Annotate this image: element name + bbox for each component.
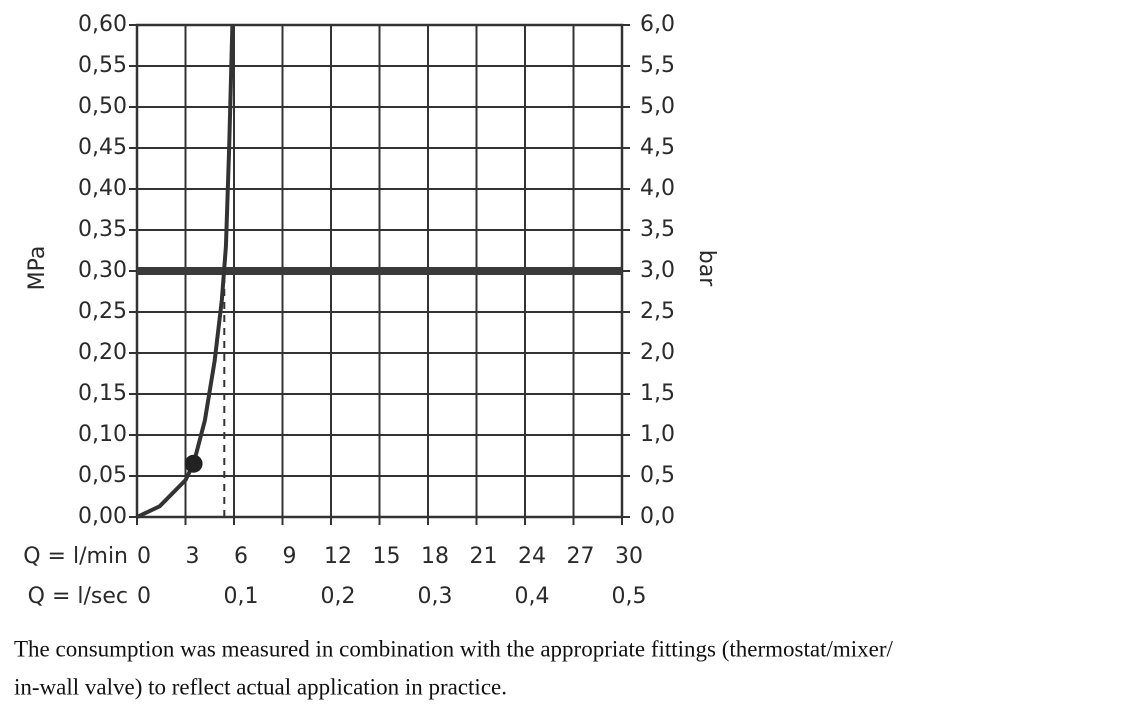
y2-tick-label: 6,0 — [640, 12, 675, 37]
x2-tick-label: 0 — [137, 584, 151, 609]
x-tick-label: 18 — [421, 544, 449, 569]
y-tick-label: 0,25 — [78, 299, 127, 324]
y-tick-label: 0,30 — [78, 258, 127, 283]
y2-tick-label: 0,0 — [640, 504, 675, 529]
x2-tick-label: 0,1 — [224, 584, 259, 609]
x2-axis-label: Q = l/sec — [28, 584, 128, 609]
y-tick-label: 0,50 — [78, 94, 127, 119]
x-tick-label: 0 — [137, 544, 151, 569]
y2-tick-label: 4,5 — [640, 135, 675, 160]
y2-tick-label: 5,0 — [640, 94, 675, 119]
y-tick-label: 0,20 — [78, 340, 127, 365]
x-tick-label: 24 — [518, 544, 546, 569]
y2-tick-label: 1,0 — [640, 422, 675, 447]
x-tick-label: 30 — [615, 544, 643, 569]
x-tick-label: 12 — [324, 544, 352, 569]
y-tick-label: 0,35 — [78, 217, 127, 242]
y2-tick-label: 2,0 — [640, 340, 675, 365]
x-tick-label: 9 — [283, 544, 297, 569]
y2-axis-label: bar — [694, 250, 719, 287]
y2-tick-label: 1,5 — [640, 381, 675, 406]
x2-tick-label: 0,3 — [418, 584, 453, 609]
y-tick-label: 0,45 — [78, 135, 127, 160]
y-tick-label: 0,55 — [78, 53, 127, 78]
x-tick-label: 15 — [373, 544, 401, 569]
x-tick-label: 3 — [186, 544, 200, 569]
x-axis-label: Q = l/min — [23, 544, 128, 569]
y-tick-label: 0,40 — [78, 176, 127, 201]
x-tick-label: 21 — [470, 544, 498, 569]
x2-tick-label: 0,5 — [612, 584, 647, 609]
x2-tick-label: 0,2 — [321, 584, 356, 609]
y-axis-label: MPa — [25, 246, 50, 291]
y2-tick-label: 0,5 — [640, 463, 675, 488]
x2-tick-label: 0,4 — [515, 584, 550, 609]
y-tick-label: 0,10 — [78, 422, 127, 447]
x-tick-label: 27 — [567, 544, 595, 569]
operating-point — [184, 454, 203, 473]
y2-tick-label: 5,5 — [640, 53, 675, 78]
flow-curve — [136, 24, 235, 519]
footnote: The consumption was measured in combinat… — [14, 636, 894, 661]
y2-tick-label: 4,0 — [640, 176, 675, 201]
y-tick-label: 0,60 — [78, 12, 127, 37]
footnote: in-wall valve) to reflect actual applica… — [14, 674, 507, 699]
x-tick-label: 6 — [234, 544, 248, 569]
y-tick-label: 0,00 — [78, 504, 127, 529]
y2-tick-label: 3,5 — [640, 217, 675, 242]
y-tick-label: 0,15 — [78, 381, 127, 406]
y2-tick-label: 2,5 — [640, 299, 675, 324]
y-tick-label: 0,05 — [78, 463, 127, 488]
y2-tick-label: 3,0 — [640, 258, 675, 283]
